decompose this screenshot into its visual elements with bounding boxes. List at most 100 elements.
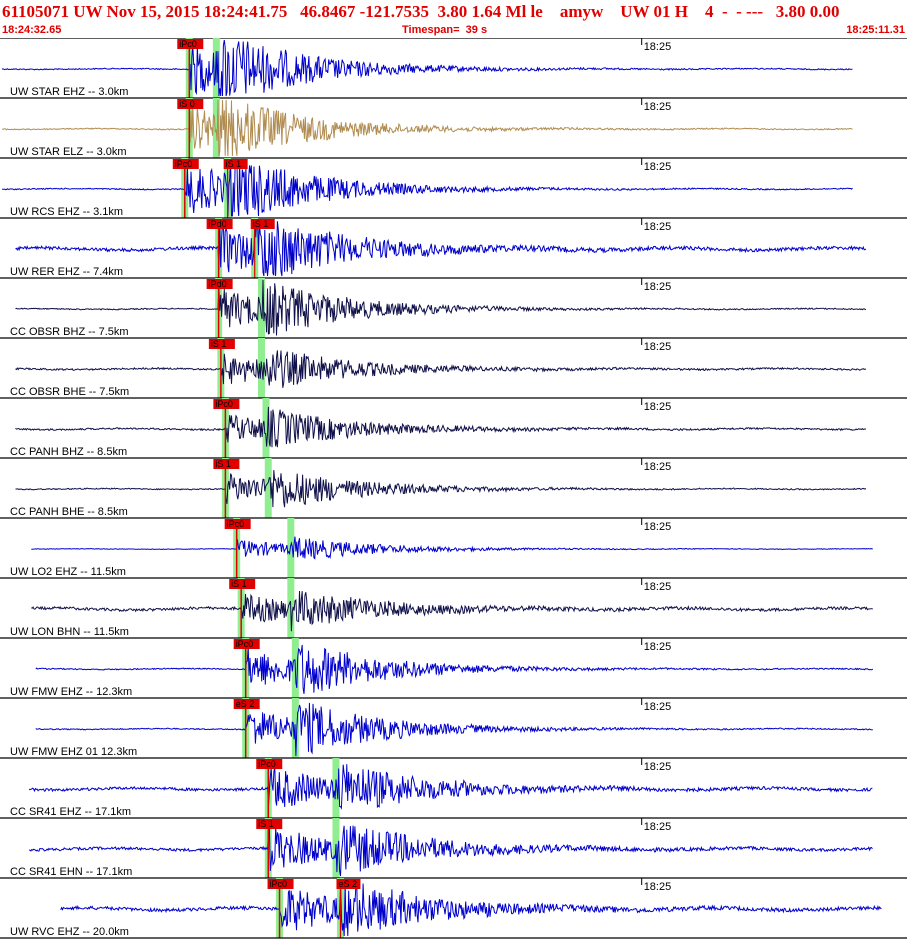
s-window: [262, 398, 270, 458]
pick-flag[interactable]: [206, 279, 233, 289]
waveform-trace: [28, 764, 873, 810]
event-title: 61105071 UW Nov 15, 2015 18:24:41.75 46.…: [2, 2, 840, 21]
channel-label: CC PANH BHE -- 8.5km: [10, 506, 128, 518]
pick-flag[interactable]: [256, 819, 283, 829]
pick-flag-label: iPc0: [227, 519, 245, 529]
channel-row[interactable]: 18:25 iPc0 UW STAR EHZ -- 3.0km: [0, 38, 907, 98]
time-tick-label: 18:25: [644, 521, 672, 533]
channel-label: CC SR41 EHN -- 17.1km: [10, 866, 132, 878]
time-tick-label: 18:25: [644, 581, 672, 593]
pick-flag-label: iPc0: [175, 159, 193, 169]
channel-row[interactable]: 18:25 iPc0 UW FMW EHZ -- 12.3km: [0, 637, 907, 698]
channel-row[interactable]: 18:25 iPc0 CC SR41 EHZ -- 17.1km: [0, 757, 907, 818]
waveform-trace: [31, 590, 873, 632]
channel-row[interactable]: 18:25 iPc0 CC PANH BHZ -- 8.5km: [0, 397, 907, 458]
time-tick-label: 18:25: [644, 281, 672, 293]
channel-row[interactable]: 18:25 iS 1 CC SR41 EHN -- 17.1km: [0, 817, 907, 878]
pick-flag[interactable]: [213, 399, 240, 409]
channel-row[interactable]: 18:25 iPd0 CC OBSR BHZ -- 7.5km: [0, 277, 907, 338]
pick-flag-label: iPc0: [215, 399, 233, 409]
waveform-trace: [1, 39, 853, 97]
seismogram-panel[interactable]: 18:25 iPc0 UW STAR EHZ -- 3.0km 18:25 iS 0 UW…: [0, 38, 907, 940]
waveform-trace: [60, 879, 882, 937]
pick-flag-label: iPc0: [179, 39, 197, 49]
channel-label: CC OBSR BHE -- 7.5km: [10, 386, 129, 398]
pick-flag-label: iS 0: [179, 99, 195, 109]
time-tick-label: 18:25: [644, 881, 672, 893]
channel-row[interactable]: 18:25 iS 1 CC PANH BHE -- 8.5km: [0, 457, 907, 518]
end-time: 18:25:11.31: [846, 24, 905, 36]
channel-label: UW FMW EHZ -- 12.3km: [10, 686, 132, 698]
channel-label: UW STAR EHZ -- 3.0km: [10, 86, 128, 98]
pick-flag[interactable]: [267, 879, 294, 889]
pick-flag[interactable]: [229, 579, 256, 589]
waveform-trace: [15, 219, 867, 277]
channel-label: UW LO2 EHZ -- 11.5km: [10, 566, 126, 578]
channel-row[interactable]: 18:25 iPc0 iS 1 UW RCS EHZ -- 3.1km: [0, 157, 907, 218]
time-tick-label: 18:25: [644, 821, 672, 833]
timespan-label: Timespan= 39 s: [402, 24, 488, 36]
waveform-trace: [29, 825, 873, 877]
pick-flag[interactable]: [250, 219, 275, 229]
pick-flag[interactable]: [206, 219, 233, 229]
channel-label: UW RVC EHZ -- 20.0km: [10, 926, 129, 938]
s-window: [287, 518, 295, 578]
pick-flag[interactable]: [177, 99, 204, 109]
pick-flag[interactable]: [336, 879, 361, 889]
channel-row[interactable]: 18:25 iPc0 eS 2 UW RVC EHZ -- 20.0km: [0, 877, 907, 938]
pick-flag[interactable]: [233, 639, 260, 649]
s-window: [257, 278, 265, 338]
pick-flag-label: iPc0: [258, 759, 276, 769]
pick-flag[interactable]: [208, 339, 235, 349]
waveform-trace: [35, 702, 873, 757]
waveform-trace: [15, 350, 867, 388]
time-tick-label: 18:25: [644, 221, 672, 233]
time-tick-label: 18:25: [644, 101, 672, 113]
channel-row[interactable]: 18:25 iS 1 UW LON BHN -- 11.5km: [0, 577, 907, 638]
channel-row[interactable]: 18:25 iPd0 iS 1 UW RER EHZ -- 7.4km: [0, 217, 907, 278]
pick-flag-label: iPd0: [209, 219, 227, 229]
channel-label: CC OBSR BHZ -- 7.5km: [10, 326, 129, 338]
time-tick-label: 18:25: [644, 461, 672, 473]
pick-flag-label: iS 1: [231, 579, 247, 589]
waveform-trace: [15, 279, 867, 336]
channel-row[interactable]: 18:25 iPc0 UW LO2 EHZ -- 11.5km: [0, 517, 907, 578]
time-tick-label: 18:25: [644, 701, 672, 713]
pick-flag-label: iS 1: [215, 459, 231, 469]
channel-label: UW LON BHN -- 11.5km: [10, 626, 129, 638]
pick-flag[interactable]: [224, 519, 251, 529]
pick-flag-label: iS 1: [211, 339, 227, 349]
channel-label: CC SR41 EHZ -- 17.1km: [10, 806, 131, 818]
pick-flag[interactable]: [256, 759, 283, 769]
pick-flag[interactable]: [223, 159, 248, 169]
waveform-trace: [15, 470, 867, 508]
pick-flag[interactable]: [213, 459, 240, 469]
pick-flag-label: iPc0: [236, 639, 254, 649]
pick-flag[interactable]: [233, 699, 260, 709]
pick-flag-label: iPc0: [270, 879, 288, 889]
s-window: [212, 98, 220, 158]
time-tick-label: 18:25: [644, 161, 672, 173]
pick-flag[interactable]: [172, 159, 199, 169]
time-tick-label: 18:25: [644, 41, 672, 53]
channel-label: UW FMW EHZ 01 12.3km: [10, 746, 137, 758]
time-tick-label: 18:25: [644, 641, 672, 653]
pick-flag-label: iS 1: [258, 819, 274, 829]
waveform-trace: [15, 406, 867, 448]
channel-row[interactable]: 18:25 iS 1 CC OBSR BHE -- 7.5km: [0, 337, 907, 398]
pick-flag-label: eS 2: [236, 699, 255, 709]
time-tick-label: 18:25: [644, 761, 672, 773]
channel-label: UW RER EHZ -- 7.4km: [10, 266, 123, 278]
pick-flag[interactable]: [177, 39, 204, 49]
waveform-trace: [31, 536, 873, 560]
channel-row[interactable]: 18:25 eS 2 UW FMW EHZ 01 12.3km: [0, 697, 907, 758]
channel-label: CC PANH BHZ -- 8.5km: [10, 446, 127, 458]
s-window: [264, 458, 272, 518]
waveform-trace: [2, 99, 853, 157]
pick-flag-label: iS 1: [226, 159, 242, 169]
event-header: 61105071 UW Nov 15, 2015 18:24:41.75 46.…: [0, 0, 907, 38]
time-tick-label: 18:25: [644, 341, 672, 353]
pick-flag-label: eS 2: [338, 879, 357, 889]
time-tick-label: 18:25: [644, 401, 672, 413]
channel-row[interactable]: 18:25 iS 0 UW STAR ELZ -- 3.0km: [0, 97, 907, 158]
